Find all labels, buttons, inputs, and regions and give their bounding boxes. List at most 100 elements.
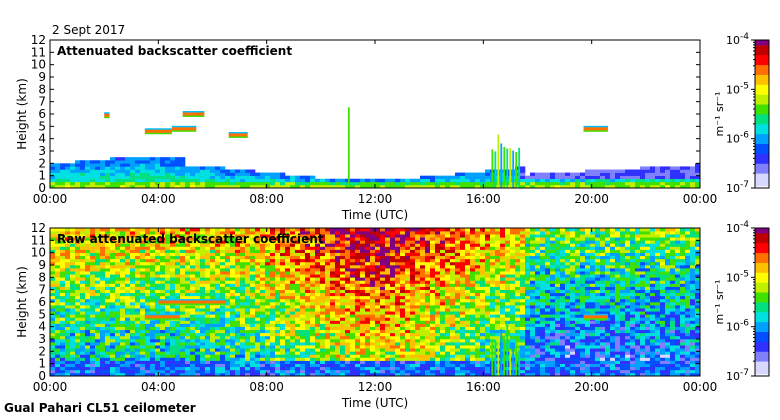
heatmap-cell bbox=[90, 160, 96, 164]
heatmap-cell bbox=[190, 323, 196, 327]
heatmap-cell bbox=[110, 249, 116, 253]
heatmap-cell bbox=[165, 283, 171, 287]
heatmap-cell bbox=[595, 184, 601, 189]
heatmap-cell bbox=[395, 234, 401, 238]
heatmap-cell bbox=[170, 292, 176, 297]
heatmap-cell bbox=[170, 348, 176, 352]
heatmap-cell bbox=[155, 372, 161, 377]
heatmap-cell bbox=[80, 234, 86, 238]
heatmap-cell bbox=[100, 265, 106, 269]
heatmap-cell bbox=[175, 252, 181, 257]
heatmap-cell bbox=[310, 302, 316, 306]
heatmap-cell bbox=[400, 308, 406, 312]
heatmap-cell bbox=[360, 351, 366, 355]
heatmap-cell bbox=[145, 249, 151, 253]
heatmap-cell bbox=[95, 261, 101, 266]
heatmap-cell bbox=[100, 228, 106, 232]
heatmap-cell bbox=[135, 351, 141, 355]
heatmap-cell bbox=[370, 351, 376, 355]
heatmap-cell bbox=[365, 280, 371, 284]
heatmap-cell bbox=[60, 175, 66, 180]
heatmap-cell bbox=[350, 181, 356, 186]
heatmap-cell bbox=[160, 326, 166, 331]
heatmap-cell bbox=[430, 354, 436, 358]
heatmap-cell bbox=[210, 166, 216, 170]
heatmap-cell bbox=[140, 249, 146, 253]
heatmap-cell bbox=[390, 286, 396, 290]
heatmap-cell bbox=[120, 357, 126, 361]
heatmap-cell bbox=[425, 271, 431, 275]
heatmap-cell bbox=[65, 169, 71, 173]
heatmap-cell bbox=[230, 243, 236, 247]
heatmap-cell bbox=[180, 372, 186, 377]
heatmap-cell bbox=[50, 298, 56, 303]
heatmap-cell bbox=[590, 178, 596, 183]
heatmap-cell bbox=[75, 283, 81, 287]
heatmap-cell bbox=[400, 339, 406, 343]
heatmap-cell bbox=[145, 157, 151, 161]
heatmap-cell bbox=[455, 228, 461, 232]
heatmap-cell bbox=[185, 360, 191, 364]
heatmap-cell bbox=[310, 369, 316, 374]
heatmap-cell bbox=[330, 357, 336, 361]
heatmap-cell bbox=[115, 357, 121, 361]
heatmap-cell bbox=[270, 320, 276, 324]
heatmap-cell bbox=[465, 317, 471, 321]
heatmap-cell bbox=[155, 286, 161, 290]
heatmap-cell bbox=[55, 181, 61, 186]
heatmap-cell bbox=[355, 234, 361, 238]
heatmap-cell bbox=[325, 348, 331, 352]
heatmap-cell bbox=[60, 283, 66, 287]
heatmap-cell bbox=[240, 283, 246, 287]
heatmap-cell bbox=[395, 339, 401, 343]
heatmap-cell bbox=[65, 271, 71, 275]
heatmap-cell bbox=[395, 342, 401, 346]
heatmap-cell bbox=[155, 323, 161, 327]
heatmap-cell bbox=[335, 339, 341, 343]
heatmap-cell bbox=[125, 163, 131, 167]
heatmap-cell bbox=[210, 317, 216, 321]
heatmap-cell bbox=[285, 237, 291, 241]
heatmap-cell bbox=[205, 265, 211, 269]
heatmap-cell bbox=[110, 351, 116, 355]
heatmap-cell bbox=[340, 363, 346, 368]
heatmap-cell bbox=[125, 231, 131, 235]
heatmap-cell bbox=[565, 181, 571, 186]
heatmap-cell bbox=[395, 305, 401, 309]
heatmap-cell bbox=[455, 354, 461, 358]
heatmap-cell bbox=[295, 360, 301, 364]
heatmap-cell bbox=[280, 240, 286, 244]
heatmap-cell bbox=[330, 255, 336, 260]
heatmap-cell bbox=[415, 268, 421, 272]
heatmap-cell bbox=[95, 265, 101, 269]
heatmap-cell bbox=[375, 348, 381, 352]
heatmap-cell bbox=[270, 354, 276, 358]
heatmap-cell bbox=[230, 363, 236, 368]
heatmap-cell bbox=[265, 351, 271, 355]
heatmap-cell bbox=[110, 335, 116, 340]
heatmap-cell bbox=[580, 172, 586, 176]
heatmap-cell bbox=[320, 268, 326, 272]
heatmap-cell bbox=[260, 314, 266, 318]
heatmap-cell bbox=[270, 286, 276, 290]
heatmap-cell bbox=[330, 314, 336, 318]
heatmap-cell bbox=[325, 231, 331, 235]
heatmap-cell bbox=[470, 271, 476, 275]
heatmap-cell bbox=[55, 255, 61, 260]
heatmap-cell bbox=[305, 283, 311, 287]
heatmap-cell bbox=[300, 305, 306, 309]
heatmap-cell bbox=[425, 240, 431, 244]
heatmap-cell bbox=[295, 268, 301, 272]
heatmap-cell bbox=[415, 308, 421, 312]
heatmap-cell bbox=[445, 332, 451, 337]
heatmap-cell bbox=[310, 332, 316, 337]
heatmap-cell bbox=[125, 246, 131, 250]
heatmap-cell bbox=[340, 277, 346, 281]
heatmap-cell bbox=[210, 305, 216, 309]
heatmap-cell bbox=[450, 366, 456, 371]
heatmap-cell bbox=[395, 366, 401, 371]
heatmap-cell bbox=[295, 184, 301, 189]
heatmap-cell bbox=[250, 237, 256, 241]
heatmap-cell bbox=[230, 295, 236, 300]
heatmap-cell bbox=[60, 302, 66, 306]
